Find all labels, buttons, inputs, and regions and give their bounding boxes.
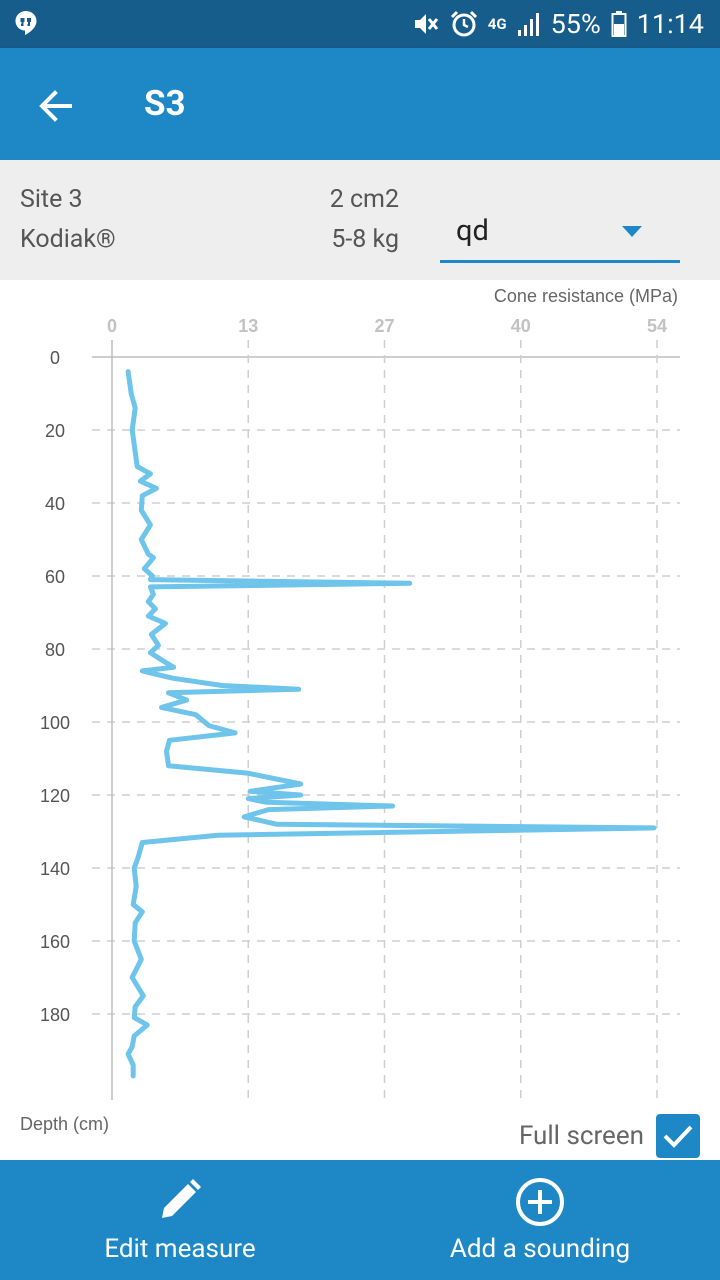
y-tick-label: 100 — [40, 713, 70, 733]
fullscreen-toggle[interactable]: Full screen — [519, 1114, 700, 1158]
sounding-info-panel: Site 3 Kodiak® 2 cm2 5-8 kg — [0, 160, 720, 280]
fullscreen-label: Full screen — [518, 1121, 644, 1151]
add-sounding-label: Add a sounding — [449, 1234, 631, 1264]
hangouts-icon — [15, 11, 37, 35]
x-tick-label: 40 — [511, 316, 531, 336]
x-tick-label: 27 — [374, 316, 394, 336]
parameter-dropdown[interactable]: qd — [440, 208, 680, 263]
mute-icon — [414, 14, 438, 34]
y-tick-label: 160 — [40, 932, 70, 952]
fullscreen-checkbox[interactable] — [656, 1114, 700, 1158]
arrow-left-icon[interactable] — [34, 84, 78, 128]
x-tick-label: 54 — [647, 316, 667, 336]
pencil-icon — [162, 1179, 201, 1218]
chart-svg: Cone resistance (MPa) Depth (cm) 0 20 40 60… — [20, 286, 680, 1134]
alarm-icon — [450, 10, 477, 37]
network-type: 4G — [487, 15, 507, 33]
page-title: S3 — [144, 83, 186, 124]
edit-measure-label: Edit measure — [104, 1234, 256, 1264]
check-icon — [663, 1125, 693, 1148]
hammer-mass: 5-8 kg — [331, 225, 399, 254]
y-tick-label: 60 — [45, 567, 65, 587]
y-tick-label: 20 — [45, 421, 65, 441]
y-tick-label: 180 — [40, 1005, 70, 1025]
clock: 11:14 — [636, 8, 704, 40]
edit-measure-button[interactable]: Edit measure — [30, 1160, 330, 1280]
resistance-series-line — [125, 369, 657, 1079]
chart-grid — [92, 340, 680, 1100]
y-tick-label: 40 — [45, 494, 65, 514]
triangle-down-icon — [622, 226, 642, 237]
status-indicators: 4G 55% 11:14 — [412, 0, 704, 48]
x-tick-label: 0 — [107, 316, 117, 336]
parameter-dropdown-value: qd — [456, 214, 489, 248]
chart-ticks: 0 20 40 60 80 100 120 140 160 180 0 13 27 40 54 — [40, 316, 667, 1025]
chart-series — [125, 369, 657, 1079]
status-bar: 4G 55% 11:14 — [0, 0, 720, 48]
x-tick-label: 13 — [238, 316, 258, 336]
y-tick-label: 140 — [40, 859, 70, 879]
penetrogram-chart: Cone resistance (MPa) Depth (cm) 0 20 40 60… — [0, 280, 720, 1160]
x-axis-label: Cone resistance (MPa) — [494, 286, 678, 306]
cone-area: 2 cm2 — [329, 185, 399, 214]
plus-circle-icon — [516, 1178, 564, 1226]
battery-percent: 55% — [550, 8, 601, 40]
y-tick-label: 120 — [40, 786, 70, 806]
add-sounding-button[interactable]: Add a sounding — [390, 1160, 690, 1280]
site-name: Site 3 — [20, 185, 83, 214]
app-bar: S3 — [0, 48, 720, 160]
y-tick-label: 0 — [50, 348, 60, 368]
y-axis-label: Depth (cm) — [20, 1114, 109, 1134]
y-tick-label: 80 — [45, 640, 65, 660]
battery-icon — [611, 11, 627, 37]
device-name: Kodiak® — [20, 225, 116, 254]
bottom-action-bar: Edit measure Add a sounding — [0, 1160, 720, 1280]
signal-icon — [517, 13, 539, 36]
